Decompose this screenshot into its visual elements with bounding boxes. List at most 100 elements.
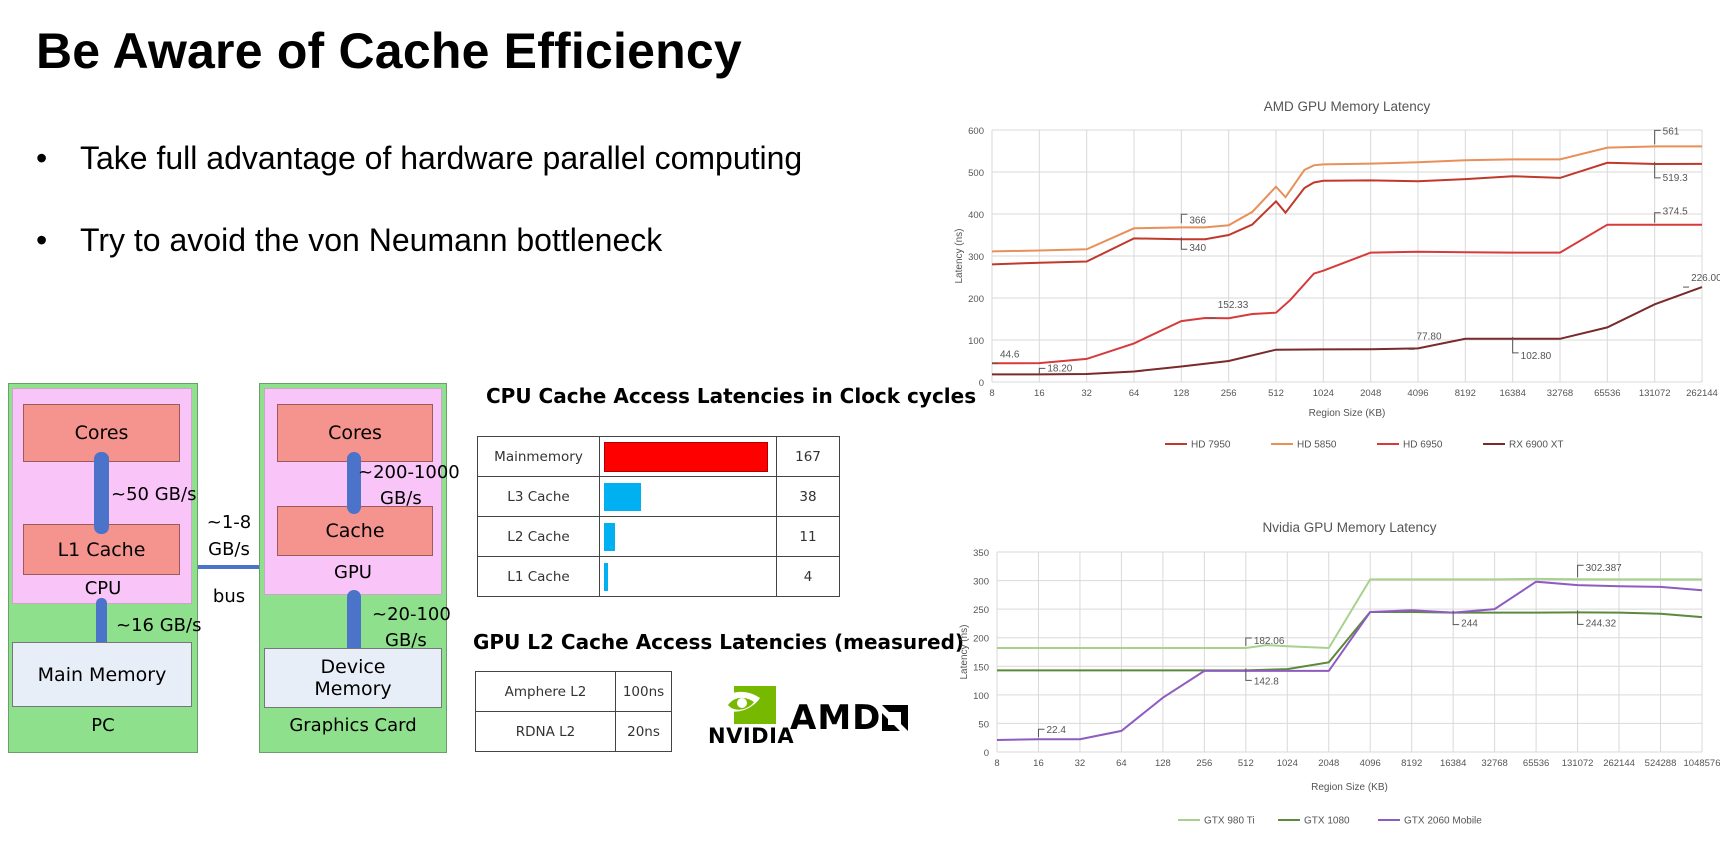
x-tick-label: 16384 <box>1440 758 1466 769</box>
y-tick-label: 150 <box>973 662 989 673</box>
x-tick-label: 131072 <box>1639 388 1671 399</box>
data-label: 366 <box>1189 215 1206 226</box>
pc-label: PC <box>91 715 115 736</box>
y-tick-label: 50 <box>978 719 989 730</box>
cpu-latency-title: CPU Cache Access Latencies in Clock cycl… <box>486 384 977 408</box>
gpu-core-bandwidth-line2: GB/s <box>380 488 422 509</box>
cpu-label: CPU <box>84 578 122 599</box>
data-label: 152.33 <box>1218 300 1249 311</box>
x-tick-label: 64 <box>1129 388 1140 399</box>
x-tick-label: 512 <box>1238 758 1254 769</box>
device-memory-label-line2: Memory <box>314 678 392 700</box>
cpu-mem-bus-bar <box>96 598 107 648</box>
data-label: 226.00 <box>1691 273 1720 284</box>
cpu-latency-label: Mainmemory <box>477 436 600 477</box>
series-line <box>997 577 1702 650</box>
bullet-item: Try to avoid the von Neumann bottleneck <box>36 222 802 304</box>
cpu-latency-label: L3 Cache <box>477 476 600 517</box>
cpu-latency-table: Mainmemory 167 L3 Cache 38 L2 Cache 11 L1 Cach… <box>477 436 840 597</box>
gpu-cache-label: Cache <box>325 520 385 542</box>
data-label: 244 <box>1461 619 1478 630</box>
data-label: 18.20 <box>1047 363 1072 374</box>
x-tick-label: 128 <box>1155 758 1171 769</box>
data-label: 340 <box>1189 243 1206 254</box>
x-tick-label: 8 <box>989 388 994 399</box>
x-tick-label: 256 <box>1196 758 1212 769</box>
bullet-list: Take full advantage of hardware parallel… <box>36 140 802 304</box>
cpu-l1-cache-label: L1 Cache <box>57 538 146 561</box>
data-label: 182.06 <box>1254 636 1285 647</box>
device-memory-label-line1: Device <box>320 656 386 678</box>
annotation-leader <box>1512 336 1519 354</box>
gpu-mem-bandwidth-line2: GB/s <box>385 630 427 651</box>
x-tick-label: 16 <box>1034 388 1045 399</box>
x-tick-label: 32768 <box>1547 388 1573 399</box>
x-tick-label: 256 <box>1221 388 1237 399</box>
y-tick-label: 300 <box>968 252 984 263</box>
slide-title: Be Aware of Cache Efficiency <box>36 23 742 79</box>
series-line <box>996 580 1703 741</box>
cpu-latency-bar-cell <box>599 556 777 597</box>
cpu-latency-row: L3 Cache 38 <box>477 476 840 517</box>
cpu-latency-bar <box>604 441 768 472</box>
gpu-latency-row: Amphere L2 100ns <box>475 671 672 712</box>
bullet-item: Take full advantage of hardware parallel… <box>36 140 802 222</box>
amd-arrow-icon <box>882 705 908 731</box>
x-axis-label: Region Size (KB) <box>1309 408 1386 419</box>
cpu-latency-value: 11 <box>776 516 840 557</box>
x-tick-label: 16384 <box>1499 388 1525 399</box>
device-memory-box: Device Memory <box>264 648 442 708</box>
x-tick-label: 2048 <box>1318 758 1339 769</box>
cpu-latency-bar <box>604 522 615 551</box>
y-axis-label: Latency (ns) <box>959 624 970 679</box>
y-tick-label: 600 <box>968 126 984 137</box>
data-label: 244.32 <box>1586 618 1617 629</box>
legend-label: RX 6900 XT <box>1509 440 1563 451</box>
y-tick-label: 0 <box>984 748 989 759</box>
x-tick-label: 32768 <box>1481 758 1507 769</box>
bus-line <box>198 565 260 569</box>
x-tick-label: 262144 <box>1603 758 1635 769</box>
x-tick-label: 4096 <box>1360 758 1381 769</box>
x-tick-label: 512 <box>1268 388 1284 399</box>
gpu-latency-value: 20ns <box>615 711 672 752</box>
gpu-latency-value: 100ns <box>615 671 672 712</box>
series-line <box>991 145 1702 253</box>
cpu-latency-row: L2 Cache 11 <box>477 516 840 557</box>
y-tick-label: 200 <box>973 634 989 645</box>
series-line <box>992 286 1703 376</box>
gpu-cache-box: Cache <box>277 506 433 556</box>
gpu-cores-label: Cores <box>328 422 382 444</box>
gpu-mem-bus-bar <box>347 590 361 662</box>
cpu-latency-value: 4 <box>776 556 840 597</box>
data-label: 142.8 <box>1254 676 1279 687</box>
gpu-latency-table: Amphere L2 100ns RDNA L2 20ns <box>475 671 672 752</box>
amd-wordmark: AMD <box>790 698 882 738</box>
x-tick-label: 2048 <box>1360 388 1381 399</box>
gpu-latency-title: GPU L2 Cache Access Latencies (measured) <box>473 630 965 654</box>
x-axis-label: Region Size (KB) <box>1311 782 1388 793</box>
x-tick-label: 524288 <box>1645 758 1677 769</box>
y-axis-label: Latency (ns) <box>954 228 965 283</box>
bus-bandwidth-line2: GB/s <box>208 539 250 560</box>
amd-latency-chart: AMD GPU Memory Latency 0 100 200 300 400 500 60… <box>954 99 1720 451</box>
x-tick-label: 1024 <box>1313 388 1334 399</box>
legend-label: GTX 1080 <box>1304 816 1350 827</box>
x-tick-label: 64 <box>1116 758 1127 769</box>
y-tick-label: 400 <box>968 210 984 221</box>
annotation-leader <box>1654 129 1661 145</box>
annotation-leader <box>1654 161 1661 179</box>
y-tick-label: 100 <box>973 691 989 702</box>
y-tick-label: 200 <box>968 294 984 305</box>
legend-label: GTX 980 Ti <box>1204 816 1255 827</box>
annotation-leader <box>1038 367 1046 375</box>
x-tick-label: 8192 <box>1455 388 1476 399</box>
bus-label: bus <box>212 586 246 607</box>
data-label: 302.387 <box>1586 563 1623 574</box>
x-tick-label: 32 <box>1081 388 1092 399</box>
legend-label: HD 7950 <box>1191 440 1231 451</box>
legend-label: HD 6950 <box>1403 440 1443 451</box>
cpu-latency-bar <box>604 562 608 591</box>
series-line <box>991 223 1702 365</box>
y-tick-label: 0 <box>979 378 984 389</box>
